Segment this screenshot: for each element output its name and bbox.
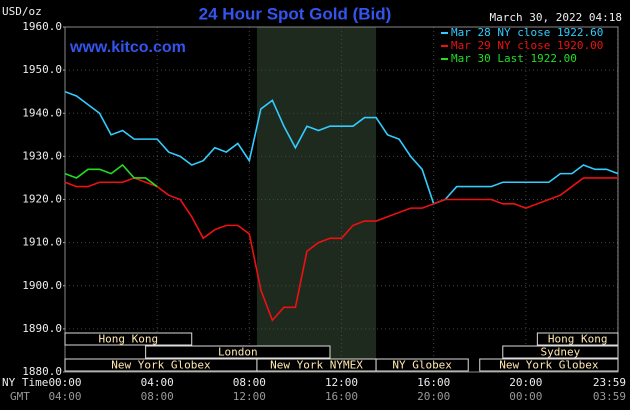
x-tick-label: 12:00 <box>325 376 358 389</box>
session-label: London <box>218 346 258 359</box>
session-label: Sydney <box>541 346 581 359</box>
legend-label: Mar 28 NY close 1922.60 <box>451 26 603 39</box>
session-label: Hong Kong <box>548 333 608 346</box>
session-box <box>145 345 331 359</box>
y-tick-label: 1930.0 <box>22 149 62 162</box>
x-tick-label: 16:00 <box>417 376 450 389</box>
session-label: New York Globex <box>499 359 599 372</box>
x-tick-label: 23:59 <box>593 376 626 389</box>
chart-title: 24 Hour Spot Gold (Bid) <box>199 4 392 23</box>
y-tick-label: 1890.0 <box>22 322 62 335</box>
x-axis-label: NY Time <box>2 376 48 389</box>
subtitle: www.kitco.com <box>69 39 186 56</box>
y-tick-label: 1940.0 <box>22 106 62 119</box>
x2-tick-label: 08:00 <box>141 390 174 403</box>
session-label: Hong Kong <box>99 333 159 346</box>
x2-tick-label: 04:00 <box>48 390 81 403</box>
session-box <box>64 332 193 346</box>
y-tick-label: 1900.0 <box>22 279 62 292</box>
session-label: New York NYMEX <box>270 359 363 372</box>
session-box <box>536 332 619 346</box>
session-box <box>502 345 619 359</box>
x2-tick-label: 20:00 <box>417 390 450 403</box>
session-box <box>479 358 619 372</box>
x-tick-label: 04:00 <box>141 376 174 389</box>
session-shade <box>256 27 377 372</box>
plot-frame <box>64 26 619 373</box>
series-line <box>64 177 618 322</box>
y-tick-label: 1960.0 <box>22 20 62 33</box>
y-tick-label: 1950.0 <box>22 63 62 76</box>
timestamp: March 30, 2022 04:18 <box>490 11 622 24</box>
x2-tick-label: 12:00 <box>233 390 266 403</box>
y-tick-label: 1920.0 <box>22 193 62 206</box>
x-tick-label: 08:00 <box>233 376 266 389</box>
y-tick-label: 1910.0 <box>22 236 62 249</box>
session-label: NY Globex <box>392 359 452 372</box>
session-box <box>375 358 469 372</box>
x2-tick-label: 00:00 <box>509 390 542 403</box>
x2-tick-label: 03:59 <box>593 390 626 403</box>
x-tick-label: 00:00 <box>48 376 81 389</box>
x2-axis-label: GMT <box>10 390 30 403</box>
series-line <box>64 163 158 188</box>
x-tick-label: 20:00 <box>509 376 542 389</box>
series-line <box>64 90 619 205</box>
y-axis-label: USD/oz <box>2 5 42 18</box>
session-label: New York Globex <box>111 359 211 372</box>
legend-label: Mar 29 NY close 1920.00 <box>451 39 603 52</box>
x2-tick-label: 16:00 <box>325 390 358 403</box>
y-tick-label: 1880.0 <box>22 365 62 378</box>
legend-label: Mar 30 Last 1922.00 <box>451 52 577 65</box>
